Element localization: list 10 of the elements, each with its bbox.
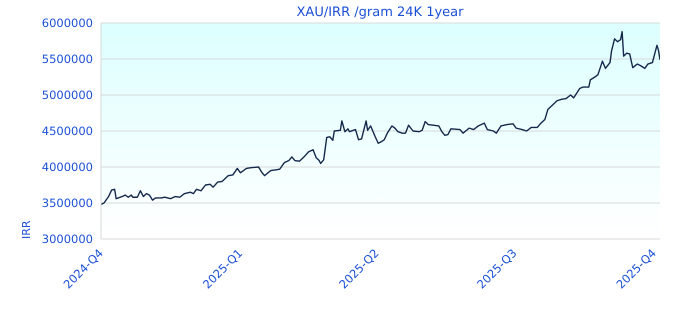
y-tick-label: 6000000 [42, 16, 93, 30]
y-tick-label: 4000000 [42, 160, 93, 174]
y-tick-label: 3000000 [42, 232, 93, 246]
chart-title: XAU/IRR /gram 24K 1year [296, 5, 464, 20]
y-tick-label: 3500000 [42, 196, 93, 210]
line-series [101, 30, 660, 206]
y-tick-label: 5000000 [42, 88, 93, 102]
y-tick-label: 4500000 [42, 124, 93, 138]
y-axis-title: IRR [20, 220, 33, 239]
y-tick-label: 5500000 [42, 52, 93, 66]
